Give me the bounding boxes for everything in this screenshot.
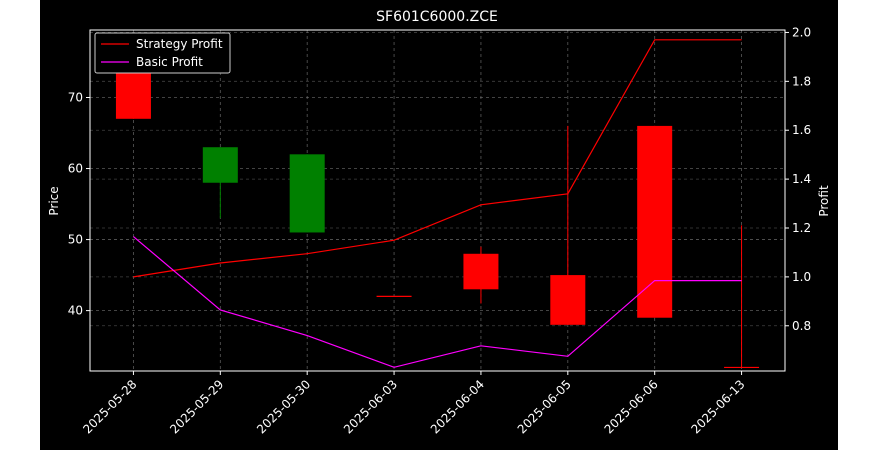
y2-tick-label: 1.4 <box>792 172 811 186</box>
strategy-profit-line <box>133 39 742 278</box>
x-tick-label: 2025-06-13 <box>688 377 747 436</box>
y2-tick-label: 0.8 <box>792 319 811 333</box>
y-tick-label: 70 <box>68 90 83 104</box>
legend-label-strategy: Strategy Profit <box>136 37 223 51</box>
y-tick-label: 60 <box>68 162 83 176</box>
chart-title: SF601C6000.ZCE <box>376 9 498 25</box>
y2-tick-label: 2.0 <box>792 25 811 39</box>
legend: Strategy Profit Basic Profit <box>94 32 231 74</box>
candle-layer <box>115 37 760 369</box>
candle-body <box>637 125 673 318</box>
candle-body <box>289 154 325 233</box>
x-tick-label: 2025-06-03 <box>341 377 400 436</box>
x-tick-label: 2025-06-04 <box>428 377 487 436</box>
y2-tick-label: 1.0 <box>792 270 811 284</box>
x-tick-label: 2025-05-30 <box>254 377 313 436</box>
candle-body <box>202 147 238 183</box>
x-tick-label: 2025-05-28 <box>80 377 139 436</box>
y2-axis-label: Profit <box>817 185 831 217</box>
plot-frame <box>89 29 786 372</box>
chart-svg: SF601C6000.ZCE Price Profit 40 50 60 70 0.8 1… <box>47 9 831 436</box>
candle-body <box>550 275 586 325</box>
chart-area: SF601C6000.ZCE Price Profit 40 50 60 70 0.8 1… <box>40 0 838 450</box>
y-tick-label: 50 <box>68 233 83 247</box>
x-tick-label: 2025-06-05 <box>515 377 574 436</box>
basic-profit-line <box>133 236 742 368</box>
legend-label-basic: Basic Profit <box>136 55 203 69</box>
axis-layer: 40 50 60 70 0.8 1.0 1.2 1.4 1.6 1.8 2.0 2025-05-28 2… <box>68 25 811 436</box>
y2-tick-label: 1.8 <box>792 74 811 88</box>
y-tick-label: 40 <box>68 304 83 318</box>
y-axis-label: Price <box>47 186 61 215</box>
grid-layer <box>90 30 785 371</box>
y2-tick-label: 1.6 <box>792 123 811 137</box>
x-tick-label: 2025-06-06 <box>602 377 661 436</box>
legend-box <box>94 32 231 74</box>
profit-lines <box>133 39 742 368</box>
x-tick-label: 2025-05-29 <box>167 377 226 436</box>
y2-tick-label: 1.2 <box>792 221 811 235</box>
candle-body <box>463 253 499 290</box>
